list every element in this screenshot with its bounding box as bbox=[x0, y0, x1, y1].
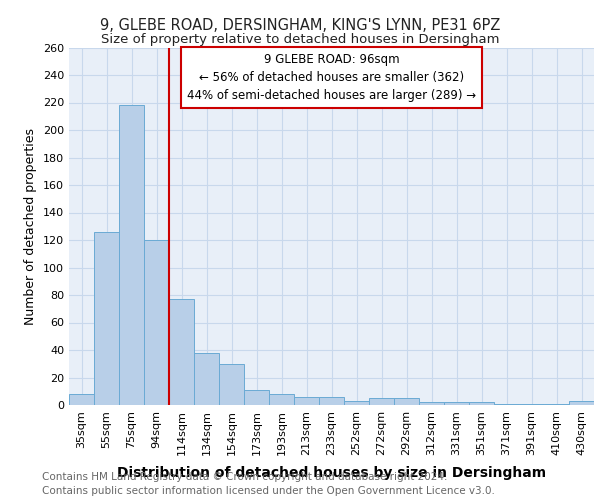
Bar bbox=[219, 364, 244, 405]
Bar bbox=[469, 402, 494, 405]
Bar bbox=[119, 106, 144, 405]
Bar bbox=[369, 398, 394, 405]
Bar bbox=[394, 398, 419, 405]
X-axis label: Distribution of detached houses by size in Dersingham: Distribution of detached houses by size … bbox=[117, 466, 546, 480]
Bar bbox=[244, 390, 269, 405]
Text: 9 GLEBE ROAD: 96sqm
← 56% of detached houses are smaller (362)
44% of semi-detac: 9 GLEBE ROAD: 96sqm ← 56% of detached ho… bbox=[187, 53, 476, 102]
Bar bbox=[144, 240, 169, 405]
Text: Contains HM Land Registry data © Crown copyright and database right 2024.: Contains HM Land Registry data © Crown c… bbox=[42, 472, 448, 482]
Bar bbox=[494, 404, 519, 405]
Bar bbox=[544, 404, 569, 405]
Bar bbox=[444, 402, 469, 405]
Bar bbox=[194, 353, 219, 405]
Bar bbox=[94, 232, 119, 405]
Text: Size of property relative to detached houses in Dersingham: Size of property relative to detached ho… bbox=[101, 32, 499, 46]
Bar bbox=[569, 401, 594, 405]
Bar bbox=[169, 299, 194, 405]
Bar bbox=[269, 394, 294, 405]
Text: 9, GLEBE ROAD, DERSINGHAM, KING'S LYNN, PE31 6PZ: 9, GLEBE ROAD, DERSINGHAM, KING'S LYNN, … bbox=[100, 18, 500, 32]
Bar bbox=[69, 394, 94, 405]
Bar bbox=[419, 402, 444, 405]
Text: Contains public sector information licensed under the Open Government Licence v3: Contains public sector information licen… bbox=[42, 486, 495, 496]
Bar bbox=[294, 397, 319, 405]
Bar bbox=[344, 401, 369, 405]
Y-axis label: Number of detached properties: Number of detached properties bbox=[25, 128, 37, 325]
Bar bbox=[519, 404, 544, 405]
Bar bbox=[319, 397, 344, 405]
